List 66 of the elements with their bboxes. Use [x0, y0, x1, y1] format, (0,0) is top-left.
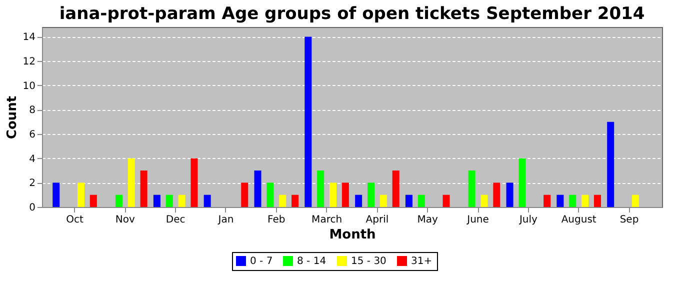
bar	[518, 158, 526, 207]
bar	[342, 182, 349, 207]
x-tick-label: Sep	[620, 214, 639, 226]
x-tick-label: Dec	[166, 214, 186, 226]
bar	[190, 158, 198, 207]
y-axis-title: Count	[4, 96, 20, 140]
bar	[380, 194, 387, 207]
bar	[292, 194, 299, 207]
x-tick-label: May	[417, 214, 438, 226]
x-tick-label: April	[366, 214, 389, 226]
bar	[556, 194, 564, 207]
y-tick-label: 8	[29, 105, 36, 116]
bar	[153, 194, 160, 207]
y-tick-label: 4	[29, 154, 36, 165]
bar	[279, 194, 286, 207]
bar	[544, 194, 551, 207]
y-tick-label: 2	[29, 178, 36, 190]
bar	[128, 158, 135, 207]
x-tick-label: June	[466, 214, 489, 226]
legend-label: 8 - 14	[297, 256, 326, 267]
bar	[418, 194, 425, 207]
bar	[594, 194, 601, 207]
x-tick-label: Feb	[268, 214, 286, 226]
bar	[355, 194, 362, 207]
y-tick-label: 0	[29, 202, 36, 214]
bar	[140, 170, 148, 207]
bar	[405, 194, 412, 207]
bar	[569, 194, 576, 207]
x-tick-label: Jan	[217, 214, 234, 226]
bar	[90, 194, 97, 207]
bar	[330, 182, 337, 207]
bar	[178, 194, 186, 207]
bar	[304, 36, 312, 207]
x-tick-label: Oct	[66, 214, 84, 226]
y-tick-label: 12	[22, 56, 36, 68]
x-tick-label: August	[561, 214, 596, 226]
bar	[480, 194, 488, 207]
bar	[392, 170, 400, 207]
bar	[166, 194, 173, 207]
bar	[52, 182, 60, 207]
legend-label: 31+	[411, 256, 432, 267]
bar	[607, 122, 614, 207]
legend-label: 15 - 30	[351, 256, 386, 267]
bar	[77, 182, 84, 207]
bar	[493, 182, 500, 207]
legend-label: 0 - 7	[250, 256, 273, 267]
bar	[266, 182, 274, 207]
bar	[582, 194, 589, 207]
bar	[442, 194, 450, 207]
bar	[468, 170, 476, 207]
chart-title: iana-prot-param Age groups of open tickets September 2014	[59, 4, 645, 24]
bar	[317, 170, 324, 207]
bar	[632, 194, 639, 207]
bar	[241, 182, 248, 207]
x-tick-label: July	[518, 214, 538, 226]
x-tick-label: March	[312, 214, 342, 226]
y-tick-label: 14	[22, 32, 36, 44]
bar	[506, 182, 514, 207]
y-tick-label: 6	[29, 130, 36, 141]
bar	[367, 182, 374, 207]
bar	[254, 170, 262, 207]
bar	[204, 194, 211, 207]
x-axis-title: Month	[329, 228, 376, 242]
bar	[115, 194, 122, 207]
x-tick-label: Nov	[115, 214, 136, 226]
y-tick-label: 10	[22, 80, 36, 92]
